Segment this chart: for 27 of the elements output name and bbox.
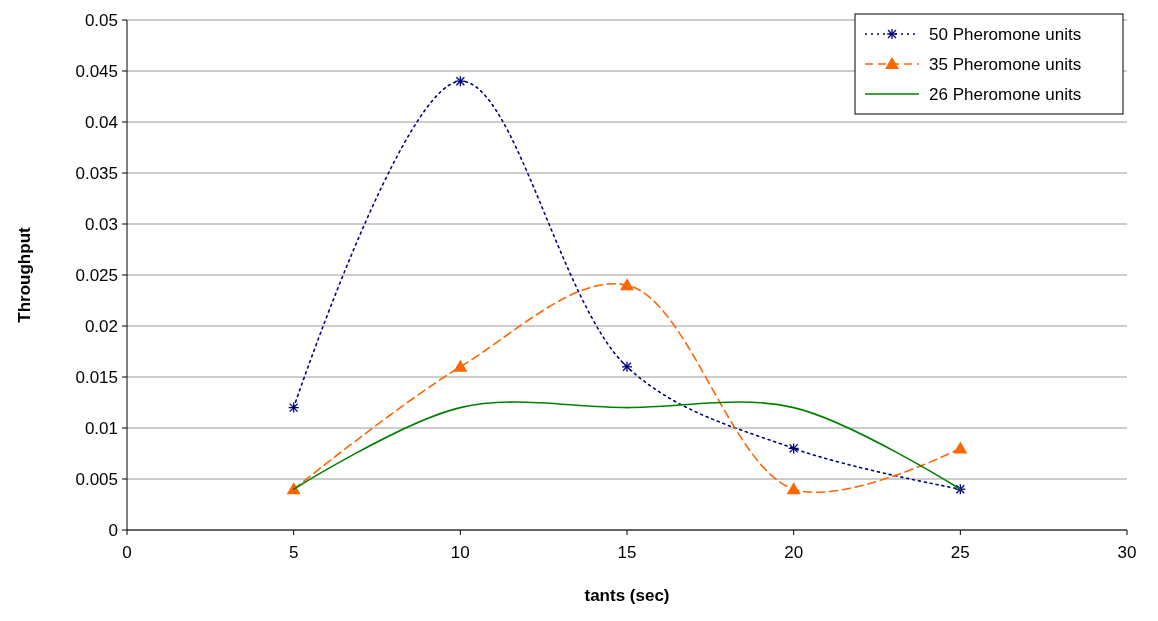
y-tick-label: 0.01 [84, 418, 118, 438]
x-tick-label: 20 [784, 543, 804, 562]
x-tick-label: 30 [1117, 543, 1137, 562]
x-tick-label: 0 [122, 543, 132, 562]
x-tick-label: 15 [617, 543, 637, 562]
point [453, 359, 468, 372]
y-tick-label: 0.045 [75, 61, 118, 81]
x-tick-label: 10 [450, 543, 470, 562]
point [953, 441, 968, 454]
y-tick-label: 0 [108, 520, 118, 540]
y-tick-label: 0.03 [84, 214, 118, 234]
point [786, 482, 801, 495]
legend-label: 26 Pheromone units [929, 84, 1082, 104]
y-tick-label: 0.02 [84, 316, 118, 336]
y-tick-label: 0.025 [75, 265, 118, 285]
y-tick-label: 0.015 [75, 367, 118, 387]
y-tick-label: 0.04 [84, 112, 118, 132]
x-tick-label: 25 [950, 543, 970, 562]
y-tick-label: 0.005 [75, 469, 118, 489]
y-tick-label: 0.035 [75, 163, 118, 183]
y-axis-title: Throughput [15, 226, 34, 323]
y-tick-label: 0.05 [84, 10, 118, 30]
x-tick-label: 5 [288, 543, 299, 562]
point [620, 278, 634, 291]
x-axis-title: tants (sec) [584, 586, 670, 605]
legend-label: 50 Pheromone units [929, 24, 1082, 44]
legend-label: 35 Pheromone units [929, 54, 1082, 74]
